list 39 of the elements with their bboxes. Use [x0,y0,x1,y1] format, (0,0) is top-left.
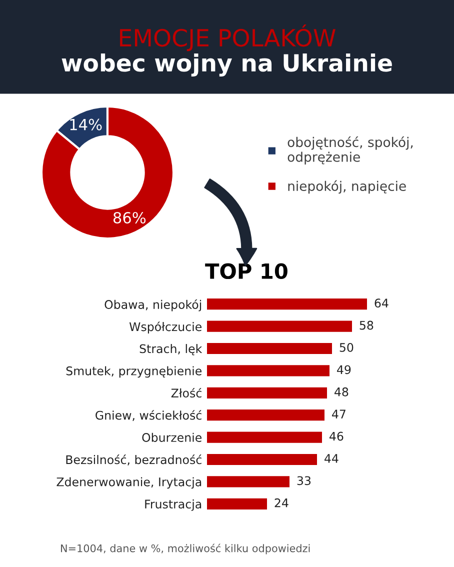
data-label: 50 [340,342,354,352]
bar [207,410,324,421]
y-tick-label: Oburzenie [142,432,202,442]
data-label: 44 [324,454,338,463]
chart-title: TOP 10 [205,263,288,280]
chart-subtitle: wobec wojny na Ukrainie [62,53,392,77]
bar [207,365,330,376]
data-label: 48 [334,387,348,396]
bar [207,298,367,310]
y-tick-label: Współczucie [129,322,202,334]
data-label: 14% [70,118,102,130]
bar [207,387,327,398]
data-label: 49 [337,365,351,374]
data-label: 46 [330,432,344,441]
data-label: 47 [332,410,346,418]
data-label: 24 [274,498,288,508]
bar [207,454,317,466]
y-tick-label: Gniew, wściekłość [96,410,202,421]
data-label: 58 [360,320,374,330]
bar [207,498,267,510]
y-tick-label: Bezsilność, bezradność [66,454,202,466]
donut-slice [40,105,175,240]
data-label: 33 [297,476,311,486]
text: N=1004, dane w %, możliwość kilku odpowiedzi [61,544,310,554]
chart-title: EMOCJE POLAKÓW [120,24,336,52]
y-tick-label: Strach, lęk [140,344,202,356]
bar [207,342,332,354]
legend-label: obojętność, spokój, odprężenie [288,136,413,164]
legend-label: niepokój, napięcie [288,180,406,194]
data-label: 86% [113,212,146,224]
y-tick-label: Obawa, niepokój [104,299,202,312]
bar [207,320,352,332]
y-tick-label: Frustracja [145,499,202,511]
bar [207,476,290,488]
y-tick-label: Zdenerwowanie, Irytacja [56,477,202,489]
y-tick-label: Smutek, przygnębienie [66,366,202,378]
data-label: 64 [374,298,388,308]
bar [207,432,322,443]
y-tick-label: Złość [171,388,202,398]
